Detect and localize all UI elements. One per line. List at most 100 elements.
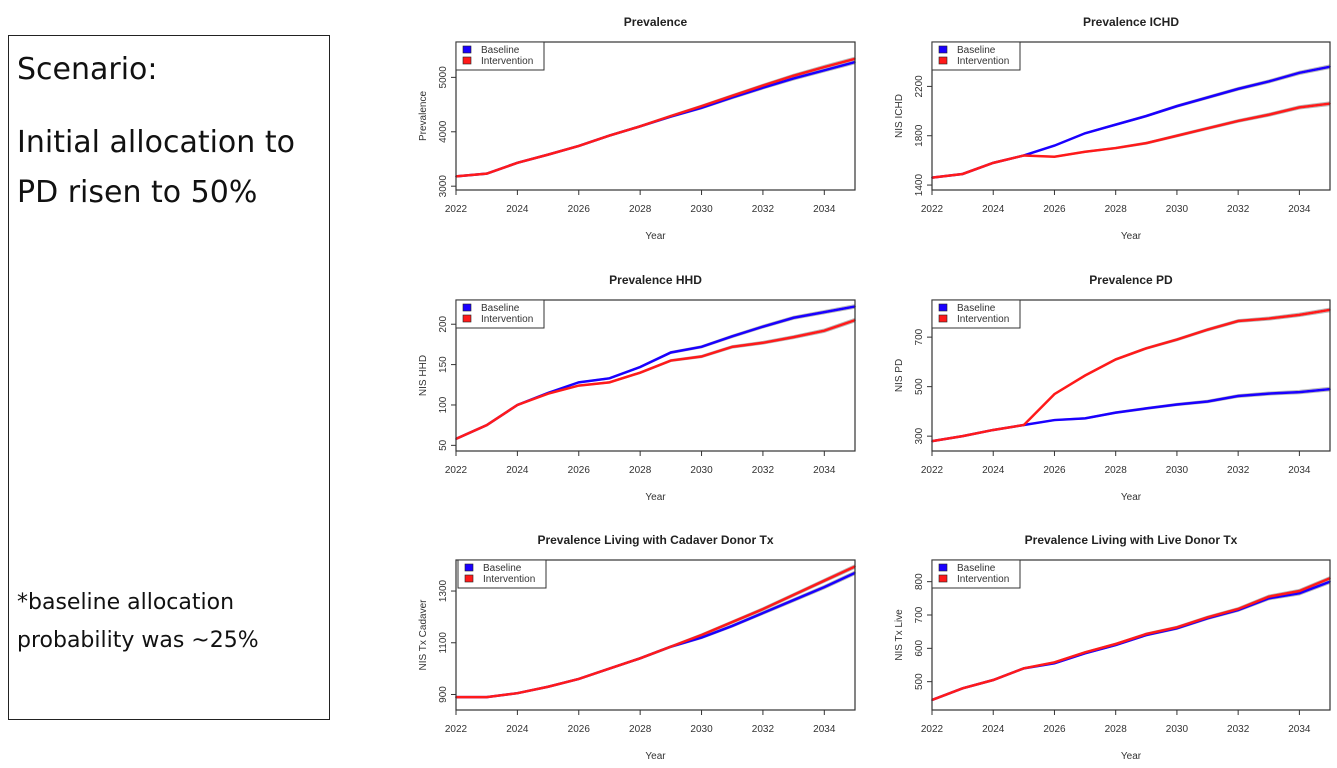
data-point-baseline (1114, 123, 1117, 126)
data-point-baseline (1145, 115, 1148, 117)
uncertainty-line-baseline (932, 582, 1330, 701)
data-point-intervention (485, 696, 488, 698)
data-point-intervention (1267, 317, 1270, 320)
series-line-intervention (932, 577, 1330, 702)
data-point-baseline (762, 86, 764, 89)
data-point-intervention (1084, 374, 1086, 377)
data-point-baseline (1053, 419, 1056, 421)
data-point-baseline (1298, 391, 1301, 393)
x-tick-label: 2034 (813, 724, 836, 735)
data-point-baseline (700, 636, 703, 639)
chart-0: Prevalence Year Prevalence 2022 2024 2026 2028… (418, 15, 856, 242)
x-tick-label: 2030 (690, 724, 713, 735)
y-tick-label: 1400 (914, 174, 925, 197)
x-tick-label: 2030 (690, 204, 713, 215)
data-point-intervention (485, 424, 488, 426)
data-point-intervention (1267, 113, 1270, 116)
data-point-intervention (639, 125, 641, 128)
x-tick-label: 2022 (921, 204, 944, 215)
x-axis-label: Year (645, 751, 666, 762)
legend-label: Baseline (957, 303, 996, 314)
x-tick-label: 2026 (568, 724, 591, 735)
data-point-intervention (1267, 595, 1270, 598)
data-point-baseline (1176, 403, 1178, 406)
legend-label: Baseline (957, 45, 996, 56)
x-tick-label: 2030 (1166, 204, 1189, 215)
data-point-intervention (1298, 106, 1301, 109)
legend-label: Intervention (481, 314, 533, 325)
data-point-baseline (1084, 417, 1086, 420)
data-point-baseline (762, 325, 764, 328)
x-tick-label: 2030 (1166, 724, 1189, 735)
data-point-intervention (700, 634, 703, 636)
data-point-intervention (1145, 347, 1148, 350)
x-tick-label: 2024 (982, 465, 1005, 476)
y-axis-label: NIS ICHD (894, 94, 905, 138)
data-point-intervention (762, 341, 764, 344)
series-line-intervention (932, 102, 1330, 179)
data-point-intervention (1176, 626, 1178, 629)
data-point-baseline (577, 381, 580, 384)
data-point-intervention (1114, 358, 1117, 361)
data-point-intervention (608, 667, 611, 670)
legend-label: Baseline (483, 563, 522, 574)
data-point-intervention (547, 392, 549, 395)
data-point-baseline (792, 316, 795, 319)
x-tick-label: 2032 (1227, 204, 1250, 215)
chart-title: Prevalence Living with Cadaver Donor Tx (537, 533, 773, 547)
data-point-intervention (700, 355, 703, 358)
chart-3: Prevalence PD Year NIS PD 2022 2024 2026 2028 2… (894, 273, 1331, 503)
legend-swatch (462, 303, 472, 312)
x-tick-label: 2022 (921, 724, 944, 735)
series-line-intervention (456, 319, 855, 441)
legend-swatch (464, 574, 474, 583)
data-point-baseline (1267, 80, 1270, 83)
data-point-intervention (1053, 155, 1056, 158)
data-point-intervention (1298, 314, 1301, 316)
data-point-intervention (762, 608, 764, 610)
data-point-baseline (823, 311, 826, 313)
x-tick-label: 2022 (445, 724, 468, 735)
data-point-intervention (1023, 667, 1025, 670)
x-axis-label: Year (1121, 492, 1142, 503)
uncertainty-line-baseline (456, 570, 855, 698)
data-point-intervention (700, 105, 703, 108)
data-point-intervention (639, 371, 641, 374)
uncertainty-line-baseline (932, 67, 1330, 179)
data-point-baseline (1237, 88, 1239, 90)
chart-title: Prevalence ICHD (1083, 15, 1179, 29)
data-point-intervention (1206, 328, 1209, 331)
data-point-intervention (1206, 616, 1209, 619)
data-point-intervention (762, 84, 764, 87)
data-point-baseline (792, 599, 795, 601)
legend-swatch (938, 56, 948, 65)
legend-label: Intervention (957, 574, 1009, 585)
uncertainty-line-intervention (932, 311, 1330, 442)
data-point-intervention (1023, 424, 1025, 426)
plot-frame (455, 299, 856, 452)
legend-swatch (462, 56, 472, 65)
chart-title: Prevalence HHD (609, 273, 702, 287)
data-point-baseline (1267, 392, 1270, 395)
data-point-intervention (1206, 127, 1209, 130)
x-tick-label: 2024 (506, 465, 529, 476)
data-point-intervention (823, 329, 826, 332)
data-point-intervention (1176, 134, 1178, 137)
y-tick-label: 700 (914, 328, 925, 345)
data-point-intervention (1053, 393, 1056, 395)
data-point-intervention (547, 685, 549, 688)
y-tick-label: 500 (914, 378, 925, 395)
plot-frame (931, 559, 1331, 711)
data-point-intervention (577, 384, 580, 387)
x-tick-label: 2034 (1288, 204, 1311, 215)
legend-swatch (462, 314, 472, 323)
data-point-intervention (823, 66, 826, 68)
x-tick-label: 2034 (813, 465, 836, 476)
y-axis-label: Prevalence (418, 91, 429, 141)
data-point-intervention (961, 435, 964, 437)
legend-label: Baseline (957, 563, 996, 574)
y-tick-label: 200 (438, 315, 449, 332)
y-tick-label: 300 (914, 427, 925, 444)
